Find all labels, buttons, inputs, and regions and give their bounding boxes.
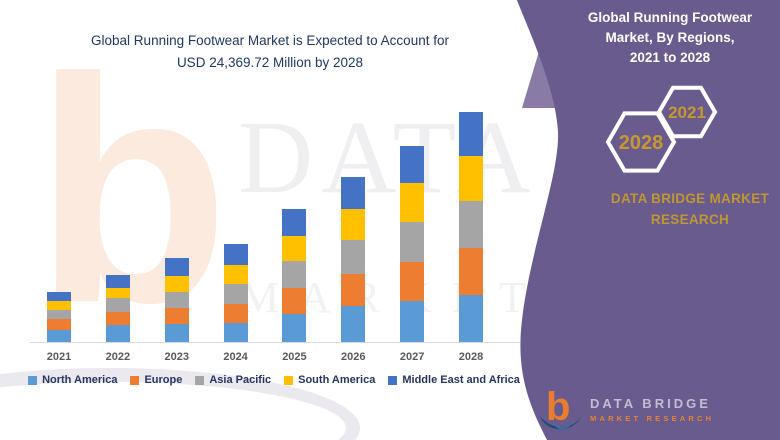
footer-logo: b DATA BRIDGE MARKET RESEARCH: [538, 386, 714, 432]
side-panel-title-line1: Global Running Footwear: [587, 10, 753, 25]
bar-2025: [282, 209, 307, 342]
hexagon-2028-label: 2028: [619, 132, 664, 154]
segment-asia-pacific-2021: [47, 310, 71, 320]
segment-middle-east-and-africa-2023: [164, 258, 189, 277]
segment-north-america-2022: [105, 325, 130, 342]
brand-name: DATA BRIDGE MARKET RESEARCH: [590, 188, 780, 230]
segment-north-america-2024: [223, 323, 248, 342]
brand-name-line2: RESEARCH: [650, 212, 730, 227]
segment-europe-2021: [47, 319, 71, 330]
bar-2028: [459, 112, 484, 342]
segment-south-america-2024: [223, 264, 248, 284]
segment-south-america-2026: [341, 209, 366, 241]
x-axis: [30, 342, 520, 343]
segment-north-america-2021: [47, 329, 71, 342]
segment-south-america-2022: [105, 288, 130, 299]
chart-title-line2: USD 24,369.72 Million by 2028: [176, 55, 364, 70]
segment-asia-pacific-2024: [223, 283, 248, 304]
segment-north-america-2028: [459, 294, 484, 342]
segment-south-america-2023: [164, 276, 189, 292]
bar-2023: [164, 258, 189, 342]
legend-item-europe: Europe: [130, 374, 182, 386]
bar-2021: [47, 291, 71, 342]
legend-swatch-north-america: [28, 375, 38, 385]
segment-north-america-2025: [282, 313, 307, 342]
segment-north-america-2026: [341, 305, 366, 342]
brand-name-line1: DATA BRIDGE MARKET: [610, 191, 770, 206]
segment-asia-pacific-2026: [341, 240, 366, 274]
dbmr-logo-icon: b: [540, 386, 581, 430]
bar-2026: [341, 177, 366, 342]
segment-south-america-2021: [47, 301, 71, 311]
segment-middle-east-and-africa-2028: [459, 112, 484, 156]
segment-europe-2025: [282, 288, 307, 314]
x-axis-label-2026: 2026: [341, 351, 366, 363]
segment-asia-pacific-2022: [105, 298, 130, 312]
hexagon-2021-label: 2021: [668, 103, 706, 122]
segment-europe-2026: [341, 273, 366, 306]
legend-item-asia-pacific: Asia Pacific: [195, 374, 271, 386]
svg-text:b: b: [546, 386, 570, 429]
segment-north-america-2023: [164, 324, 189, 342]
footer-logo-tagline: MARKET RESEARCH: [590, 413, 715, 423]
bar-2027: [400, 145, 425, 342]
legend-label-south-america: South America: [298, 374, 376, 386]
segment-middle-east-and-africa-2025: [282, 209, 307, 237]
segment-europe-2027: [400, 262, 425, 302]
segment-middle-east-and-africa-2021: [47, 291, 71, 302]
segment-middle-east-and-africa-2024: [223, 243, 248, 265]
segment-asia-pacific-2023: [164, 291, 189, 309]
chart-title-line1: Global Running Footwear Market is Expect…: [91, 33, 449, 48]
legend-label-europe: Europe: [144, 374, 183, 386]
legend-swatch-middle-east-and-africa: [388, 375, 398, 385]
legend-swatch-south-america: [284, 375, 294, 385]
legend-item-middle-east-and-africa: Middle East and Africa: [388, 374, 520, 386]
legend-swatch-europe: [130, 375, 140, 385]
footer-logo-text: DATA BRIDGE MARKET RESEARCH: [590, 396, 714, 423]
hexagon-badges: 2021 2028: [605, 85, 718, 173]
segment-asia-pacific-2025: [282, 261, 307, 289]
segment-europe-2024: [223, 303, 248, 324]
legend-item-north-america: North America: [28, 374, 117, 386]
bar-2024: [223, 243, 248, 342]
chart-title: Global Running Footwear Market is Expect…: [30, 30, 510, 74]
segment-europe-2022: [105, 311, 130, 326]
segment-europe-2028: [459, 247, 484, 295]
segment-north-america-2027: [400, 301, 425, 342]
x-axis-label-2021: 2021: [46, 351, 72, 363]
segment-middle-east-and-africa-2027: [400, 145, 425, 183]
chart-area: 2021 2022 2023 2024 2025 2026 2027 2028: [30, 112, 520, 363]
segment-middle-east-and-africa-2026: [341, 177, 366, 210]
x-axis-label-2023: 2023: [164, 351, 189, 363]
legend-label-asia-pacific: Asia Pacific: [209, 374, 272, 386]
legend-label-north-america: North America: [42, 374, 118, 386]
segment-asia-pacific-2027: [400, 221, 425, 263]
side-panel-title-line2: Market, By Regions,: [605, 30, 735, 45]
x-axis-label-2024: 2024: [223, 351, 248, 363]
legend-swatch-asia-pacific: [195, 375, 205, 385]
x-axis-label-2028: 2028: [458, 351, 484, 363]
segment-europe-2023: [164, 308, 189, 325]
legend: North America Europe Asia Pacific South Ame…: [0, 374, 548, 386]
legend-label-middle-east-and-africa: Middle East and Africa: [402, 374, 520, 386]
x-axis-label-2027: 2027: [399, 351, 425, 363]
segment-south-america-2027: [400, 182, 425, 222]
segment-south-america-2028: [459, 155, 484, 201]
x-axis-label-2022: 2022: [105, 351, 131, 363]
x-axis-label-2025: 2025: [282, 351, 307, 363]
side-panel-title-line3: 2021 to 2028: [629, 50, 711, 65]
segment-asia-pacific-2028: [459, 200, 484, 248]
legend-item-south-america: South America: [284, 374, 375, 386]
footer-logo-name: DATA BRIDGE: [590, 395, 711, 411]
segment-middle-east-and-africa-2022: [105, 274, 130, 289]
side-panel-title: Global Running Footwear Market, By Regio…: [568, 8, 772, 68]
bar-2022: [105, 274, 130, 342]
segment-south-america-2025: [282, 236, 307, 262]
